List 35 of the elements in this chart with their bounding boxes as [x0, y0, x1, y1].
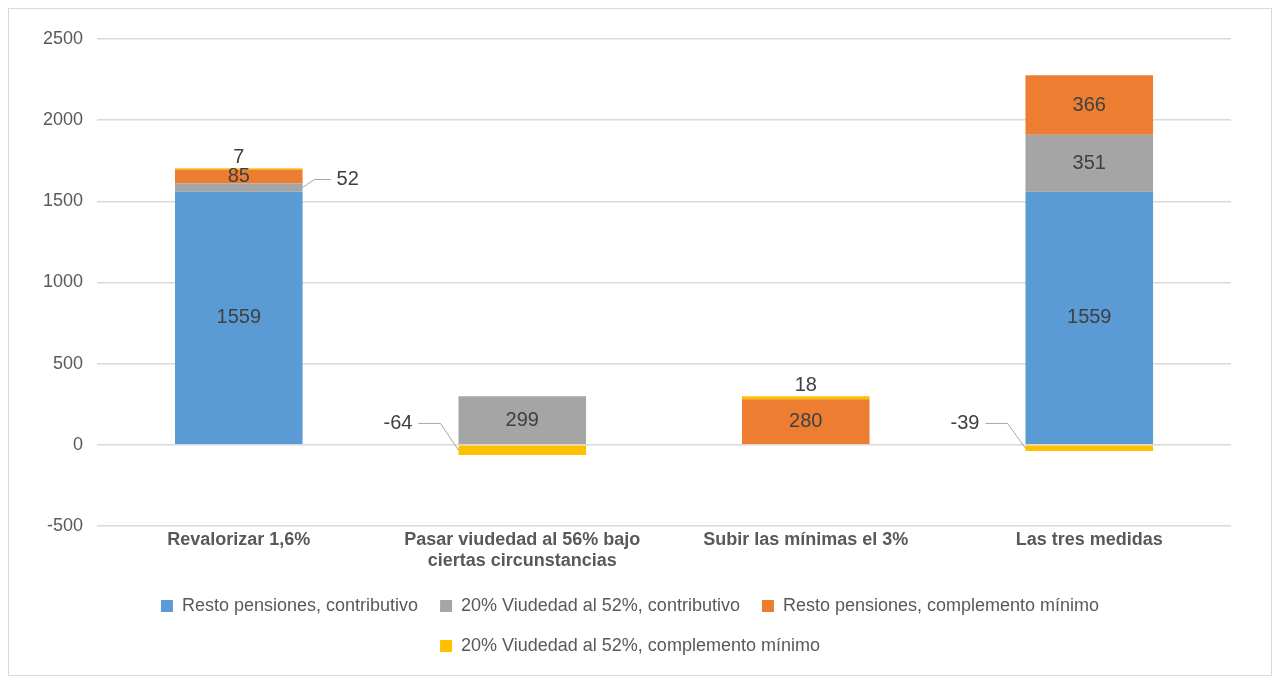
- x-tick-label: Revalorizar 1,6%: [167, 528, 311, 549]
- bar: [175, 169, 303, 184]
- bar: [1025, 134, 1154, 192]
- data-label: 1559: [1067, 305, 1112, 328]
- data-label: -64: [383, 410, 413, 433]
- x-tick-label: Las tres medidas: [1015, 528, 1163, 549]
- legend-label: 20% Viudedad al 52%, complemento mínimo: [461, 634, 820, 655]
- y-tick-label: 2500: [43, 27, 84, 48]
- y-tick-label: 1500: [43, 190, 84, 211]
- legend-label: Resto pensiones, complemento mínimo: [782, 594, 1100, 615]
- data-label: 18: [794, 372, 817, 395]
- y-tick-label: 2000: [43, 109, 84, 130]
- legend-label: Resto pensiones, contributivo: [181, 594, 419, 615]
- bar: [741, 396, 870, 400]
- data-label: 280: [789, 409, 823, 432]
- bar: [175, 191, 303, 444]
- y-tick-label: 1000: [43, 271, 84, 292]
- bar: [1025, 445, 1154, 451]
- data-label: -39: [950, 410, 980, 433]
- data-label: 351: [1072, 150, 1106, 173]
- x-tick-label: Pasar viudedad al 56% bajo ciertas circunstancias: [404, 528, 641, 571]
- data-label: 1559: [216, 305, 262, 328]
- bar: [1025, 75, 1154, 135]
- y-tick-label: -500: [47, 514, 84, 535]
- legend-label: 20% Viudedad al 52%, contributivo: [461, 594, 740, 615]
- data-label: 299: [505, 407, 539, 430]
- bar: [741, 399, 870, 444]
- x-tick-label: Subir las mínimas el 3%: [703, 528, 909, 549]
- bar: [458, 445, 587, 456]
- bar: [458, 396, 587, 444]
- y-tick-label: 0: [73, 433, 84, 454]
- bar: [1025, 191, 1154, 444]
- data-label: 52: [336, 166, 359, 189]
- y-tick-label: 500: [53, 352, 84, 373]
- data-label: 366: [1072, 92, 1106, 115]
